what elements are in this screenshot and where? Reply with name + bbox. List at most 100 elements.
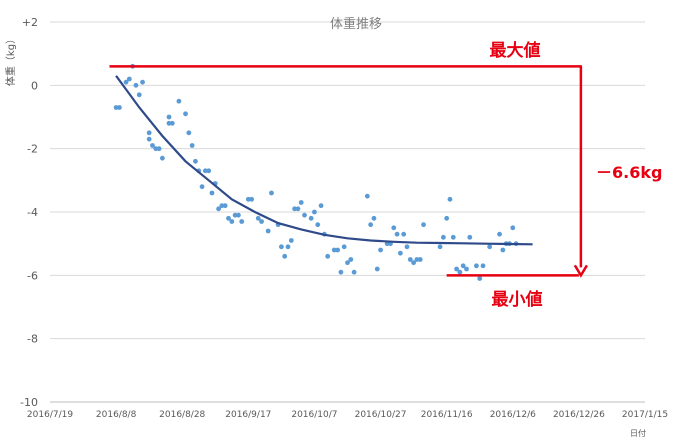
data-point bbox=[487, 244, 493, 250]
trend-line bbox=[115, 75, 533, 246]
data-point bbox=[295, 206, 301, 212]
x-axis-label: 日付 bbox=[630, 428, 646, 438]
data-point bbox=[255, 215, 261, 221]
data-point bbox=[308, 215, 314, 221]
x-tick-label: 2016/11/16 bbox=[421, 410, 473, 420]
data-point bbox=[206, 168, 212, 174]
x-tick-label: 2016/8/28 bbox=[159, 410, 205, 420]
data-point bbox=[497, 231, 502, 237]
data-point bbox=[302, 212, 307, 218]
data-point bbox=[318, 203, 324, 209]
y-axis-ticks: +2 0 -2 -4 -6 -8 -10 bbox=[20, 16, 38, 409]
data-point bbox=[140, 79, 145, 85]
data-point bbox=[401, 231, 407, 237]
y-tick-label: 0 bbox=[31, 79, 38, 92]
data-point bbox=[113, 105, 119, 110]
x-tick-label: 2016/7/19 bbox=[27, 410, 73, 420]
data-point bbox=[232, 212, 238, 218]
data-point bbox=[315, 222, 321, 228]
data-point bbox=[444, 215, 450, 221]
data-point bbox=[169, 120, 175, 126]
data-point bbox=[394, 231, 400, 237]
y-tick-label: -4 bbox=[27, 206, 38, 219]
x-tick-label: 2016/12/6 bbox=[490, 410, 536, 420]
data-point bbox=[136, 92, 142, 98]
x-tick-label: 2016/8/8 bbox=[96, 410, 137, 420]
data-point bbox=[183, 111, 188, 117]
data-point bbox=[282, 253, 288, 259]
data-point bbox=[245, 196, 251, 202]
data-point bbox=[166, 120, 172, 126]
data-point bbox=[477, 276, 483, 281]
data-point bbox=[219, 203, 225, 209]
y-tick-label: -6 bbox=[27, 269, 38, 282]
data-point bbox=[133, 82, 139, 88]
data-point bbox=[189, 143, 195, 148]
data-point bbox=[464, 266, 469, 272]
data-point bbox=[288, 238, 294, 243]
data-point bbox=[480, 263, 486, 269]
chart-title: 体重推移 bbox=[330, 16, 382, 32]
data-point bbox=[414, 257, 420, 262]
data-point bbox=[153, 146, 159, 152]
data-point bbox=[378, 247, 383, 253]
max-label: 最大値 bbox=[490, 40, 541, 61]
data-point bbox=[500, 247, 506, 253]
data-point bbox=[374, 266, 380, 272]
data-point bbox=[123, 79, 129, 85]
data-point bbox=[265, 228, 271, 234]
data-point bbox=[457, 269, 463, 275]
data-point bbox=[407, 257, 413, 262]
data-point bbox=[186, 130, 192, 136]
data-point bbox=[278, 244, 284, 250]
x-tick-label: 2016/10/7 bbox=[291, 410, 337, 420]
data-point bbox=[460, 263, 466, 269]
data-point bbox=[345, 260, 350, 266]
data-point bbox=[193, 158, 198, 164]
data-point bbox=[411, 260, 417, 266]
data-point bbox=[159, 155, 165, 161]
data-point bbox=[176, 98, 182, 104]
x-tick-label: 2016/9/17 bbox=[225, 410, 271, 420]
data-point bbox=[226, 215, 231, 221]
data-point bbox=[146, 130, 152, 136]
data-point bbox=[312, 209, 317, 215]
gridlines bbox=[50, 21, 645, 403]
data-point bbox=[249, 196, 255, 202]
data-point bbox=[117, 105, 122, 110]
annotations bbox=[109, 65, 588, 278]
y-tick-label: -10 bbox=[20, 396, 38, 409]
data-point bbox=[335, 247, 340, 253]
data-point bbox=[202, 168, 208, 174]
data-point bbox=[421, 222, 426, 228]
data-point bbox=[146, 136, 152, 142]
y-tick-label: -8 bbox=[27, 333, 38, 346]
data-point bbox=[454, 266, 459, 272]
x-tick-label: 2017/1/15 bbox=[622, 410, 668, 420]
data-point bbox=[222, 203, 228, 209]
data-point bbox=[341, 244, 347, 250]
data-point bbox=[126, 76, 132, 82]
data-point bbox=[404, 244, 410, 250]
data-point bbox=[391, 225, 397, 231]
data-point bbox=[474, 263, 479, 269]
data-point bbox=[166, 114, 172, 120]
data-points bbox=[113, 63, 519, 281]
data-point bbox=[292, 206, 298, 212]
min-label: 最小値 bbox=[492, 289, 543, 310]
trend-line-group bbox=[115, 75, 533, 246]
data-point bbox=[229, 219, 235, 224]
data-point bbox=[338, 269, 344, 275]
diff-arrow-head bbox=[573, 264, 588, 278]
data-point bbox=[417, 257, 423, 262]
data-point bbox=[351, 269, 357, 275]
data-point bbox=[447, 196, 453, 202]
y-tick-label: -2 bbox=[27, 143, 38, 156]
data-point bbox=[239, 219, 245, 224]
data-point bbox=[216, 206, 221, 212]
data-point bbox=[437, 244, 443, 250]
data-point bbox=[199, 184, 205, 190]
data-point bbox=[209, 190, 215, 196]
data-point bbox=[259, 219, 264, 224]
